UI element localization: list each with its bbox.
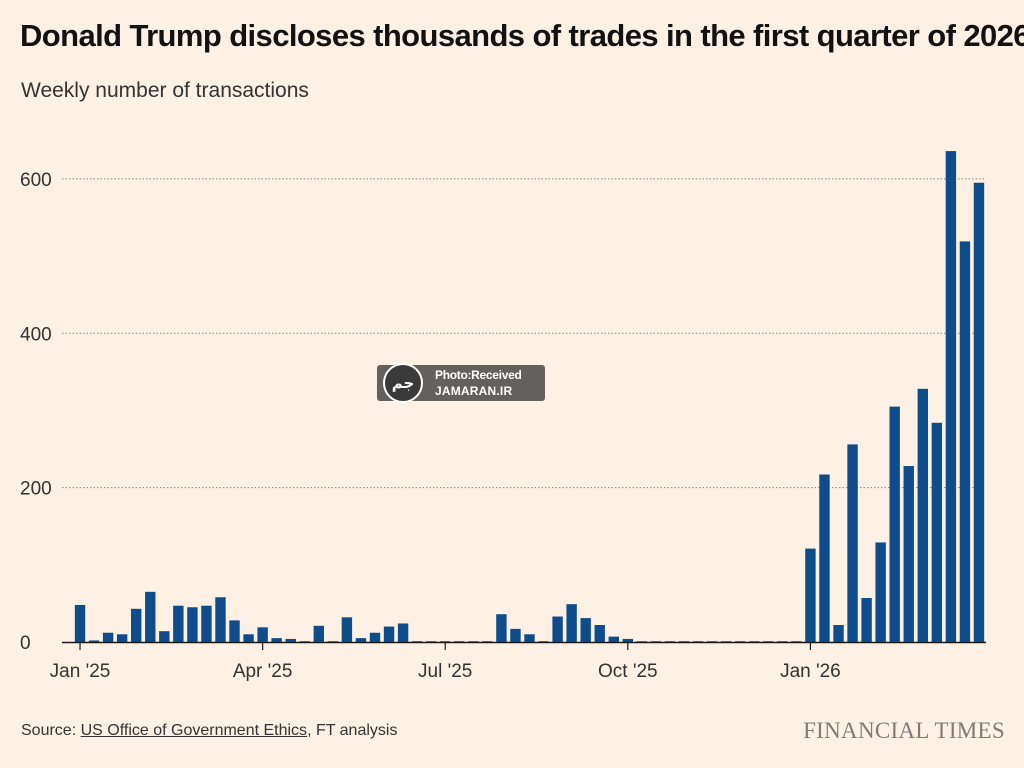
bar (369, 632, 381, 642)
bar (552, 616, 563, 642)
bar (327, 641, 339, 643)
bars (74, 151, 985, 643)
bar (791, 641, 802, 643)
bar (215, 597, 226, 642)
bar (102, 632, 114, 642)
y-tick-label: 400 (20, 324, 52, 345)
bar (931, 422, 943, 642)
bar (692, 641, 704, 643)
bar (524, 634, 535, 642)
bar (749, 641, 760, 643)
bar (720, 641, 732, 643)
y-tick-label: 600 (20, 170, 52, 191)
bar (299, 641, 310, 643)
bar (285, 638, 296, 642)
bar (763, 641, 774, 643)
bar (650, 641, 662, 643)
bar (706, 641, 718, 643)
bar (116, 634, 128, 642)
bar (397, 623, 409, 642)
bar (889, 406, 900, 642)
bar (833, 625, 844, 642)
source-note: Source: US Office of Government Ethics, … (21, 722, 397, 740)
bar (735, 641, 746, 643)
bar (341, 617, 353, 642)
watermark-site: JAMARAN.IR (435, 384, 513, 398)
source-prefix: Source: (21, 722, 81, 739)
y-tick-label: 0 (20, 633, 31, 654)
chart-subtitle: Weekly number of transactions (21, 79, 309, 102)
bar (243, 634, 254, 642)
bar (88, 640, 100, 642)
bar (636, 641, 648, 643)
x-tick-label: Oct '25 (598, 661, 658, 682)
bar (468, 641, 479, 643)
bar (805, 548, 816, 642)
bar (74, 604, 86, 642)
bar (875, 542, 886, 642)
bar (425, 641, 437, 643)
bar (973, 182, 985, 643)
bar (819, 474, 830, 642)
chart-title: Donald Trump discloses thousands of trad… (20, 18, 1024, 53)
bar (257, 627, 268, 642)
bar (903, 466, 914, 642)
bar (454, 641, 465, 643)
bar (271, 638, 282, 642)
bar (229, 620, 240, 642)
photo-watermark: جم Photo:Received JAMARAN.IR (377, 363, 545, 403)
financial-times-logo: FINANCIAL TIMES (803, 718, 1005, 743)
bar (159, 631, 170, 642)
bar (847, 444, 858, 642)
bar (383, 626, 395, 642)
gridlines: 0 200 400 600 (20, 170, 986, 654)
bar (580, 618, 591, 642)
bar (411, 641, 423, 643)
watermark-credit: Photo:Received (435, 368, 522, 382)
bar (664, 641, 676, 643)
source-link[interactable]: US Office of Government Ethics (80, 722, 308, 739)
bar (945, 151, 957, 642)
bar (608, 636, 619, 642)
bar (145, 591, 156, 642)
bar (959, 241, 971, 642)
bar (496, 614, 507, 642)
bar (355, 638, 367, 642)
bar (201, 605, 212, 642)
bar (566, 604, 577, 642)
bar (187, 607, 198, 642)
x-axis: Jan '25 Apr '25 Jul '25 Oct '25 Jan '26 (50, 641, 986, 682)
bar (861, 598, 872, 642)
x-tick-label: Jan '25 (50, 661, 111, 682)
bar (482, 641, 493, 643)
bar (131, 608, 142, 642)
bar (917, 388, 928, 642)
source-suffix: , FT analysis (307, 722, 398, 739)
x-tick-label: Jan '26 (780, 661, 841, 682)
x-tick-label: Apr '25 (233, 661, 293, 682)
bar (173, 605, 184, 642)
bar (777, 641, 788, 643)
bar (594, 625, 605, 642)
bar (510, 628, 521, 642)
bar (538, 641, 549, 643)
jamaran-logo: جم (383, 363, 423, 403)
bar (313, 625, 324, 642)
x-tick-label: Jul '25 (418, 661, 472, 682)
bar (622, 638, 634, 642)
y-tick-label: 200 (20, 479, 52, 500)
bar (678, 641, 690, 643)
bar (440, 641, 451, 643)
